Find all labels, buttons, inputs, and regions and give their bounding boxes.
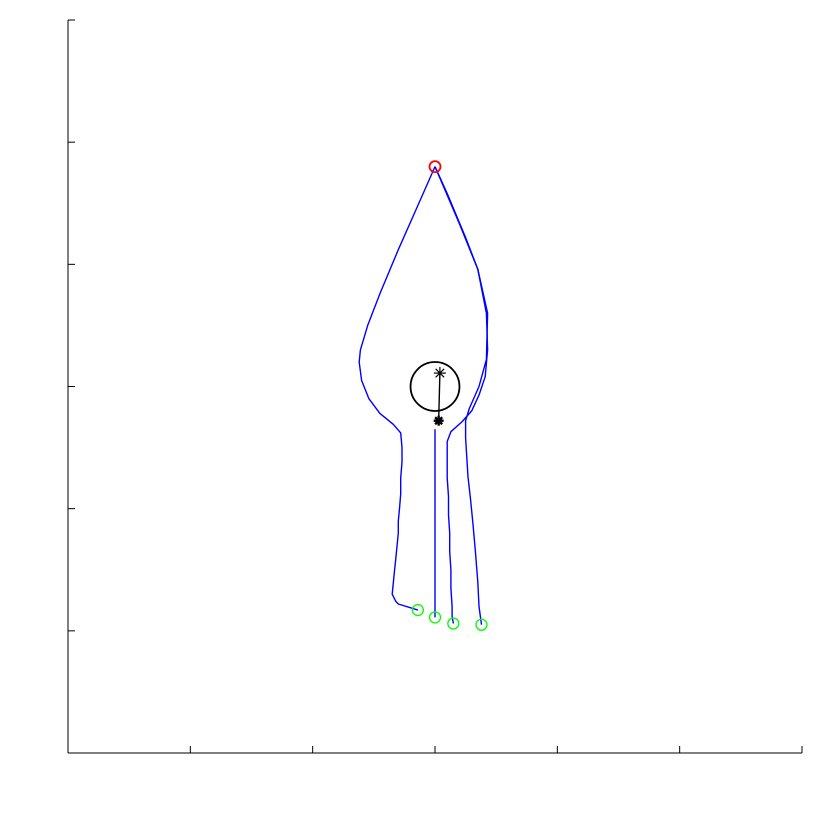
goal-marker-3 <box>447 617 460 630</box>
axes <box>67 19 803 754</box>
goal-marker-1 <box>411 603 425 617</box>
start-marker <box>428 160 442 174</box>
arrow-tip-star-stroke <box>435 368 445 378</box>
velocity-arrow <box>437 373 441 421</box>
path-series-1 <box>358 166 436 611</box>
arrow-tip-star <box>433 367 446 380</box>
obstacle-circle <box>409 361 461 412</box>
arrow-base-star <box>433 415 444 426</box>
trajectory-paths <box>358 166 489 625</box>
path-series-3 <box>434 166 489 624</box>
markers <box>411 160 488 631</box>
goal-marker-2 <box>428 611 442 624</box>
path-series-4 <box>434 166 489 625</box>
obstacle-group <box>409 361 461 426</box>
arrow-base-star-stroke <box>434 416 444 426</box>
goal-marker-4 <box>475 618 488 631</box>
